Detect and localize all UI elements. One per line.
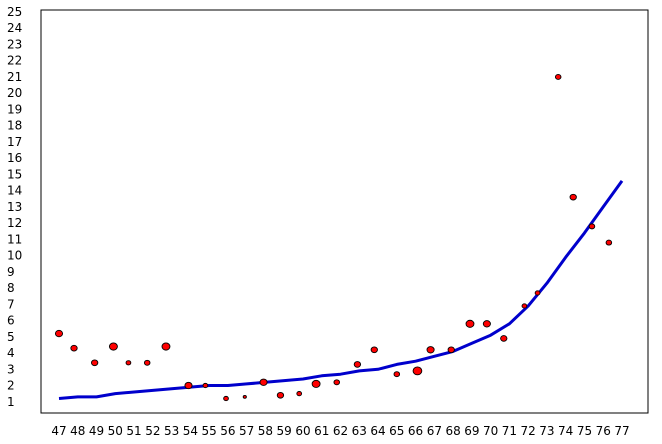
- y-axis: 1234567891011121314151617181920212223242…: [7, 5, 22, 409]
- x-tick-label: 52: [145, 424, 160, 438]
- x-tick-label: 77: [614, 424, 629, 438]
- x-tick-label: 64: [370, 424, 385, 438]
- x-tick-label: 74: [558, 424, 573, 438]
- data-point: [108, 342, 118, 351]
- y-tick-label: 8: [7, 281, 15, 295]
- data-point: [125, 360, 132, 366]
- y-tick-label: 10: [7, 249, 22, 263]
- x-tick-label: 51: [126, 424, 141, 438]
- x-tick-label: 67: [427, 424, 442, 438]
- y-tick-label: 1: [7, 395, 15, 409]
- x-tick-label: 62: [333, 424, 348, 438]
- y-tick-label: 16: [7, 151, 22, 165]
- x-tick-label: 60: [295, 424, 310, 438]
- y-tick-label: 23: [7, 37, 22, 51]
- y-tick-label: 13: [7, 200, 22, 214]
- data-point: [500, 335, 508, 342]
- data-point: [143, 359, 151, 366]
- x-tick-label: 50: [108, 424, 123, 438]
- x-tick-label: 65: [389, 424, 404, 438]
- data-point: [311, 379, 321, 388]
- x-axis: 47 48 49 50 51 52 53 54 55 56 57 58 59 60 61 62 63 64 65 66…: [51, 424, 629, 438]
- plot-area: [40, 9, 649, 414]
- data-point: [353, 361, 362, 368]
- y-tick-label: 5: [7, 330, 15, 344]
- data-point: [333, 379, 340, 386]
- x-tick-label: 55: [201, 424, 216, 438]
- data-point: [482, 320, 491, 328]
- data-point: [605, 239, 613, 246]
- x-tick-label: 47: [51, 424, 66, 438]
- data-point: [426, 346, 435, 354]
- y-tick-label: 20: [7, 86, 22, 100]
- y-tick-label: 17: [7, 135, 22, 149]
- data-point: [296, 391, 303, 397]
- data-point: [412, 366, 423, 376]
- data-point: [202, 382, 209, 389]
- data-point: [184, 381, 193, 390]
- x-tick-label: 72: [521, 424, 536, 438]
- y-tick-label: 3: [7, 362, 15, 376]
- data-point: [223, 395, 229, 402]
- x-tick-label: 56: [220, 424, 235, 438]
- y-tick-label: 11: [7, 232, 22, 246]
- x-tick-label: 63: [352, 424, 367, 438]
- x-tick-label: 73: [539, 424, 554, 438]
- y-tick-label: 25: [7, 5, 22, 19]
- y-tick-label: 12: [7, 216, 22, 230]
- y-tick-label: 2: [7, 379, 15, 393]
- data-point: [259, 378, 268, 386]
- x-tick-label: 58: [258, 424, 273, 438]
- data-point: [447, 346, 455, 354]
- x-tick-label: 66: [408, 424, 423, 438]
- data-point: [521, 303, 528, 309]
- x-tick-label: 61: [314, 424, 329, 438]
- y-tick-label: 18: [7, 119, 22, 133]
- data-point: [161, 342, 171, 351]
- data-point: [588, 223, 596, 230]
- data-point: [276, 391, 285, 399]
- y-tick-label: 14: [7, 184, 22, 198]
- data-point: [70, 344, 78, 352]
- x-tick-label: 69: [464, 424, 479, 438]
- data-point: [393, 371, 401, 378]
- series-layer: [54, 74, 624, 402]
- data-point: [534, 290, 541, 296]
- y-tick-label: 7: [7, 297, 15, 311]
- x-tick-label: 71: [502, 424, 517, 438]
- x-tick-label: 53: [164, 424, 179, 438]
- data-point: [91, 359, 99, 367]
- x-tick-label: 54: [183, 424, 198, 438]
- x-tick-label: 75: [577, 424, 592, 438]
- trend-line: [58, 180, 624, 400]
- x-tick-label: 59: [277, 424, 292, 438]
- y-tick-label: 15: [7, 167, 22, 181]
- data-point: [569, 193, 577, 201]
- y-tick-label: 19: [7, 102, 22, 116]
- x-tick-label: 76: [596, 424, 611, 438]
- y-tick-label: 21: [7, 70, 22, 84]
- y-tick-label: 24: [7, 21, 22, 35]
- y-tick-label: 6: [7, 314, 15, 328]
- x-tick-label: 70: [483, 424, 498, 438]
- data-point: [242, 395, 247, 399]
- data-point: [54, 329, 64, 338]
- y-tick-label: 9: [7, 265, 15, 279]
- data-point: [370, 346, 378, 354]
- x-tick-label: 49: [89, 424, 104, 438]
- x-tick-label: 68: [445, 424, 460, 438]
- data-point: [554, 74, 562, 80]
- x-tick-label: 48: [70, 424, 85, 438]
- y-tick-label: 22: [7, 54, 22, 68]
- data-point: [465, 319, 475, 328]
- y-tick-label: 4: [7, 346, 15, 360]
- x-tick-label: 57: [239, 424, 254, 438]
